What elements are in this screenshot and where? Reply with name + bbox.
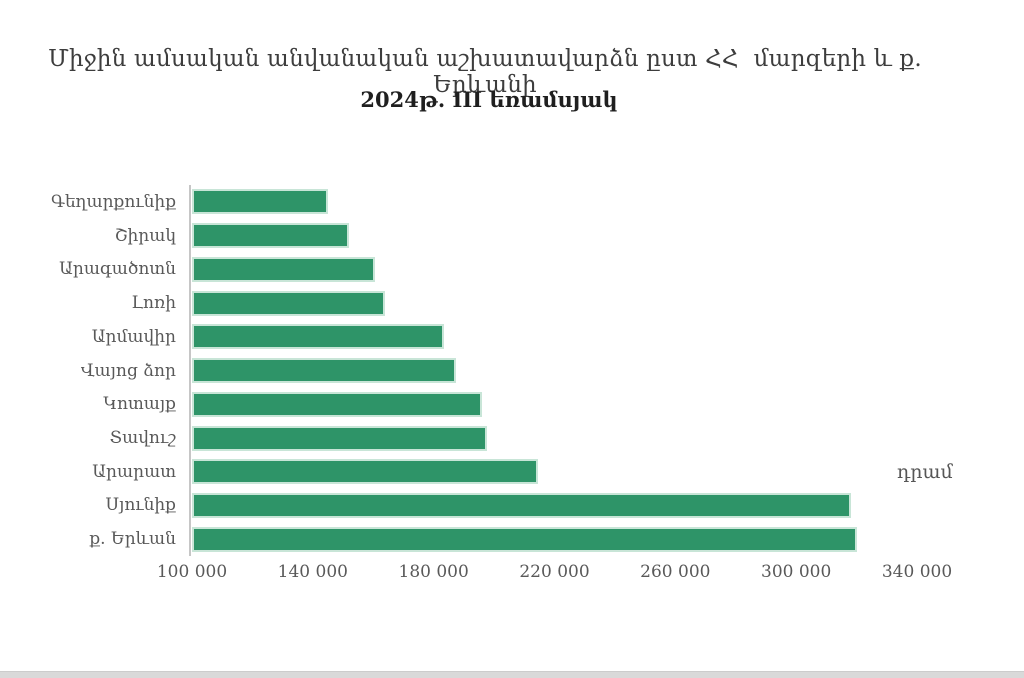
x-tick-label: 100 000 xyxy=(156,562,228,582)
bar xyxy=(192,256,375,282)
x-axis-ticks: 100 000 140 000 180 000 220 000 260 000 300 0… xyxy=(0,562,1024,586)
bar xyxy=(192,425,487,451)
bar xyxy=(192,223,350,249)
x-tick-label: 340 000 xyxy=(881,562,953,582)
category-label: Արմավիր xyxy=(91,326,176,347)
x-tick-label: 180 000 xyxy=(398,562,469,582)
category-label: Վայոց ձոր xyxy=(80,360,176,381)
bar xyxy=(192,290,386,316)
unit-label: դրամ xyxy=(897,461,953,483)
plot-area: Գեղարքունիք Շիրակ Արագածոտն Լոռի Արմավիր Վայո… xyxy=(0,185,1024,556)
category-label: ք. Երևան xyxy=(89,529,176,550)
window-edge xyxy=(0,671,1024,678)
bar-row: Արարատ xyxy=(0,455,1024,489)
bar-row: Շիրակ xyxy=(0,219,1024,253)
bar-row: Վայոց ձոր xyxy=(0,354,1024,388)
bar xyxy=(192,189,328,215)
bar-row: Գեղարքունիք xyxy=(0,185,1024,219)
bar-rows: Գեղարքունիք Շիրակ Արագածոտն Լոռի Արմավիր Վայո… xyxy=(0,185,1024,556)
category-label: Տավուշ xyxy=(109,428,176,448)
chart-title: Միջին ամսական անվանական աշխատավարձն ըստ … xyxy=(48,46,930,98)
category-label: Շիրակ xyxy=(114,225,176,246)
bar-row: Տավուշ xyxy=(0,421,1024,455)
category-label: Արարատ xyxy=(92,461,176,482)
category-label: Գեղարքունիք xyxy=(50,191,176,212)
bar-row: Լոռի xyxy=(0,286,1024,320)
bar-row: Արագածոտն xyxy=(0,252,1024,286)
bar xyxy=(192,391,482,417)
bar xyxy=(192,358,457,384)
x-tick-label: 220 000 xyxy=(519,562,590,582)
bar xyxy=(192,324,445,350)
category-label: Կոտայք xyxy=(103,394,176,415)
bar-row: Արմավիր xyxy=(0,320,1024,354)
bar-row: Կոտայք xyxy=(0,387,1024,421)
y-axis-line xyxy=(189,185,191,556)
bar-row: ք. Երևան xyxy=(0,522,1024,556)
bar xyxy=(192,459,538,485)
category-label: Արագածոտն xyxy=(59,259,176,280)
x-tick-label: 260 000 xyxy=(640,562,711,582)
chart-subtitle: 2024թ. III եռամսյակ xyxy=(360,87,618,112)
bar xyxy=(192,526,857,552)
x-tick-label: 140 000 xyxy=(277,562,348,582)
category-label: Սյունիք xyxy=(105,495,177,516)
x-tick-label: 300 000 xyxy=(761,562,832,582)
bar-row: Սյունիք xyxy=(0,489,1024,523)
category-label: Լոռի xyxy=(131,293,176,314)
bar xyxy=(192,492,851,518)
